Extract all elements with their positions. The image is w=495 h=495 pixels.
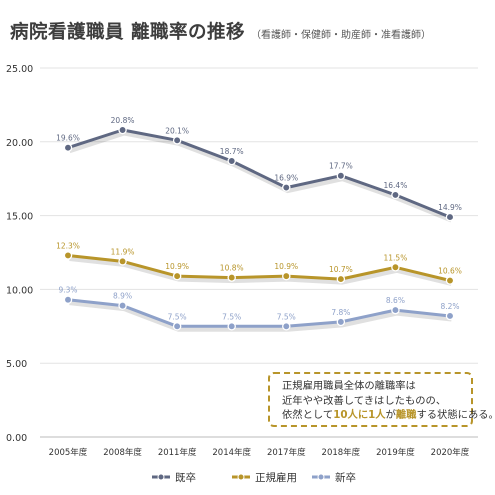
x-tick-label: 2011年度 [158,447,197,458]
data-label: 17.7% [329,162,353,171]
y-tick-label: 15.00 [6,212,33,223]
data-point [172,271,182,281]
callout-text: 依然として [282,409,334,421]
chart-title: 病院看護職員 離職率の推移 （看護師・保健師・助産師・准看護師） [10,18,431,44]
data-label: 7.5% [222,312,241,321]
data-point [172,136,182,145]
callout-line-2: 近年やや改善してきはしたものの、 [282,394,447,407]
data-label: 11.5% [384,253,408,262]
legend-label: 既卒 [175,471,196,484]
y-tick-label: 0.00 [6,433,27,444]
data-label: 10.9% [165,262,189,271]
x-axis-ticks: 2005年度 2008年度 2011年度 2014年度 2017年度 2018年度 2019… [49,447,470,458]
series-shadow [69,300,452,332]
x-tick-label: 2019年度 [376,447,415,458]
data-point [391,190,400,200]
data-label: 10.6% [438,267,462,276]
data-label: 8.6% [386,296,405,305]
data-label: 8.2% [440,302,459,311]
legend: 既卒 正規雇用 新卒 [152,471,356,484]
data-labels: 19.6% 20.8% 20.1% 18.7% 16.9% 17.7% 16.4% 14.9%… [56,116,462,321]
callout-note: 正規雇用職員全体の離職率は 近年やや改善してきはしたものの、 依然として10人に… [268,372,495,427]
data-point [118,301,127,310]
data-label: 16.4% [384,181,408,190]
chart-subtitle: （看護師・保健師・助産師・准看護師） [250,30,431,41]
series-line [67,254,451,282]
data-label: 8.9% [113,292,132,301]
data-point [282,271,291,281]
data-point [282,322,291,331]
data-label: 12.3% [56,241,80,250]
data-point [63,251,73,260]
grid-lines [40,67,478,438]
data-point [336,171,346,180]
data-label: 20.1% [165,126,189,135]
callout-text: が [385,409,396,421]
legend-swatch-marker [157,473,165,481]
y-tick-label: 10.00 [6,285,33,296]
data-label: 7.8% [331,308,350,317]
y-tick-label: 5.00 [6,359,27,370]
data-label: 10.9% [274,262,298,271]
callout-text: する状態にある。 [416,409,495,421]
callout-line-1: 正規雇用職員全体の離職率は [282,380,416,392]
data-point [391,305,400,315]
data-point [282,183,291,192]
y-axis-ticks: 0.00 5.00 10.00 15.00 20.00 25.00 [6,64,33,444]
x-tick-label: 2008年度 [103,447,142,458]
data-label: 14.9% [438,203,462,212]
data-point [63,143,73,152]
chart-title-main: 病院看護職員 離職率の推移 [10,22,245,43]
y-tick-label: 25.00 [6,64,33,75]
data-label: 19.6% [56,134,80,143]
data-label: 9.3% [58,286,77,295]
legend-swatch-marker [317,473,325,481]
data-label: 7.5% [277,312,296,321]
data-label: 10.8% [220,264,244,273]
series-shadow [69,256,453,286]
data-point [445,311,455,321]
data-point [118,125,127,135]
data-point [63,295,73,304]
legend-label: 新卒 [335,471,356,484]
callout-highlight-ratio: 10人に1人 [333,409,386,421]
data-point [172,322,182,331]
legend-label: 正規雇用 [255,471,297,484]
data-point [118,257,127,266]
data-label: 16.9% [274,174,298,183]
series-shadow [68,130,453,223]
x-tick-label: 2014年度 [212,447,251,458]
series-line [67,298,451,328]
x-tick-label: 2017年度 [267,447,306,458]
x-tick-label: 2005年度 [49,447,88,458]
y-tick-label: 20.00 [6,138,33,149]
data-point [227,156,236,166]
data-label: 10.7% [329,265,353,274]
data-point [227,273,236,282]
callout-line-3: 依然として10人に1人が離職する状態にある。 [282,408,495,423]
data-point [391,263,400,272]
data-point [445,212,455,222]
data-point [445,276,455,285]
data-point [336,317,346,327]
data-label: 18.7% [220,147,244,156]
series-line [67,128,451,219]
data-point [336,274,346,284]
data-point [227,322,236,331]
callout-highlight-turnover: 離職 [395,409,417,421]
x-tick-label: 2018年度 [322,447,361,458]
data-label: 11.9% [111,247,135,256]
legend-swatch-marker [237,473,245,481]
series-lines [63,125,455,332]
data-label: 20.8% [111,116,135,125]
data-label: 7.5% [168,312,187,321]
x-tick-label: 2020年度 [431,447,470,458]
